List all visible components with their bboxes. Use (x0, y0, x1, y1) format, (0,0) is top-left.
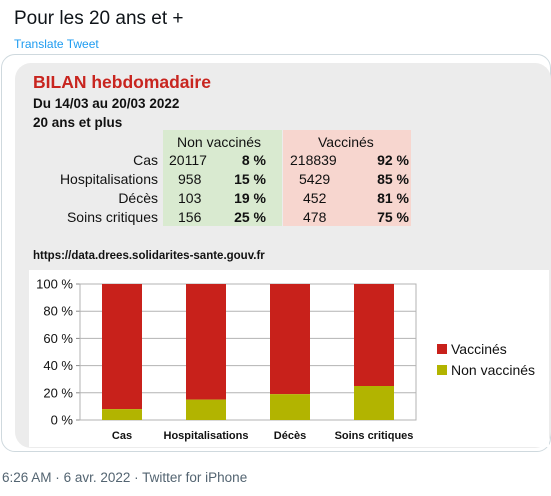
y-tick-label: 40 % (43, 358, 73, 373)
v-count-soins-critiques: 478 (303, 209, 327, 225)
legend-label: Vaccinés (451, 341, 507, 357)
row-label-hospitalisations: Hospitalisations (59, 171, 158, 187)
bar-non-vaccines (186, 399, 226, 420)
x-tick-label: Décès (274, 430, 306, 442)
v-count-deces: 452 (303, 190, 327, 206)
nv-pct-hospitalisations: 15 % (234, 171, 266, 187)
y-tick-label: 80 % (43, 304, 73, 319)
legend-swatch (437, 365, 447, 375)
row-label-soins-critiques: Soins critiques (66, 209, 158, 225)
tweet-date[interactable]: 6 avr. 2022 (63, 470, 131, 485)
nv-pct-deces: 19 % (234, 190, 266, 206)
x-tick-label: Cas (112, 430, 132, 442)
header-vaccines: Vaccinés (318, 134, 374, 150)
translate-tweet-link[interactable]: Translate Tweet (14, 37, 99, 51)
bar-non-vaccines (354, 386, 394, 420)
bar-non-vaccines (102, 409, 142, 420)
infographic-title: BILAN hebdomadaire (33, 72, 211, 92)
v-pct-cas: 92 % (377, 152, 409, 168)
tweet-time[interactable]: 6:26 AM (2, 470, 52, 485)
x-tick-label: Hospitalisations (164, 430, 249, 442)
row-label-deces: Décès (118, 190, 158, 206)
bar-vaccines (270, 284, 310, 395)
chart-panel: 0 % 20 % 40 % 60 % 80 % 100 % Cas Hospitalisati… (29, 270, 549, 447)
bar-vaccines (186, 284, 226, 400)
date-range: Du 14/03 au 20/03 2022 (33, 96, 180, 111)
header-non-vaccines: Non vaccinés (177, 134, 262, 150)
nv-count-soins-critiques: 156 (178, 209, 202, 225)
x-tick-label: Soins critiques (335, 430, 414, 442)
tweet-source[interactable]: Twitter for iPhone (142, 470, 248, 485)
non-vaccinated-column-bg (163, 130, 282, 226)
nv-pct-soins-critiques: 25 % (234, 209, 266, 225)
plot-frame (79, 283, 417, 421)
bar-vaccines (354, 284, 394, 386)
v-pct-hospitalisations: 85 % (377, 171, 409, 187)
v-pct-soins-critiques: 75 % (377, 209, 409, 225)
tweet-footer: 6:26 AM · 6 avr. 2022 · Twitter for iPho… (2, 470, 247, 485)
source-url: https://data.drees.solidarites-sante.gou… (33, 250, 265, 262)
v-count-cas: 218839 (290, 152, 337, 168)
nv-count-deces: 103 (178, 190, 202, 206)
footer-separator: · (55, 470, 60, 485)
y-tick-label: 20 % (43, 385, 73, 400)
legend-swatch (437, 344, 447, 354)
vaccinated-column-bg (283, 130, 411, 226)
nv-pct-cas: 8 % (241, 152, 266, 168)
row-label-cas: Cas (133, 152, 158, 168)
v-count-hospitalisations: 5429 (299, 171, 331, 187)
nv-count-cas: 20117 (169, 152, 207, 168)
y-tick-label: 100 % (36, 277, 73, 292)
y-tick-label: 0 % (51, 413, 74, 428)
legend-label: Non vaccinés (451, 362, 535, 378)
bar-non-vaccines (270, 394, 310, 420)
tweet-text: Pour les 20 ans et + (14, 8, 184, 29)
population-label: 20 ans et plus (33, 115, 123, 130)
y-tick-label: 60 % (43, 331, 73, 346)
nv-count-hospitalisations: 958 (178, 171, 202, 187)
v-pct-deces: 81 % (377, 190, 409, 206)
footer-separator: · (134, 470, 139, 485)
stacked-bar-chart: 0 % 20 % 40 % 60 % 80 % 100 % Cas Hospitalisati… (36, 277, 535, 443)
bar-vaccines (102, 284, 142, 410)
